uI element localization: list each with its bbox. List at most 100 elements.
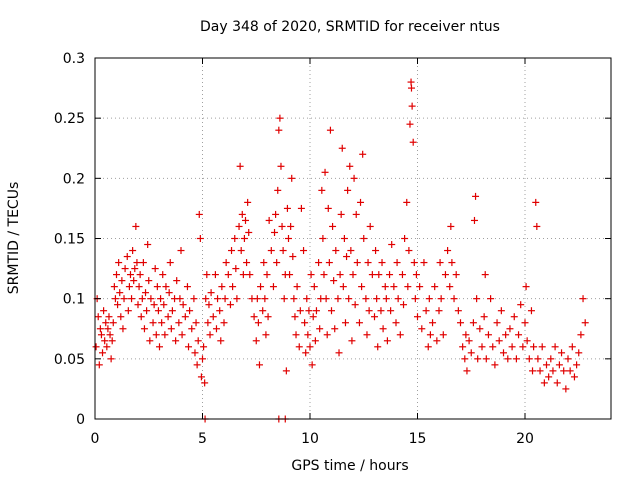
data-point <box>185 343 193 351</box>
data-point <box>120 295 128 303</box>
data-point <box>279 247 287 255</box>
data-point <box>388 241 396 249</box>
data-point <box>239 271 247 279</box>
y-axis-label: SRMTID / TECUs <box>6 182 22 295</box>
data-point <box>328 307 335 315</box>
data-point <box>416 283 424 291</box>
data-point <box>383 337 391 345</box>
data-point <box>105 313 113 321</box>
data-point <box>95 361 103 369</box>
data-point <box>236 162 244 170</box>
data-point <box>150 301 158 309</box>
data-point <box>211 271 219 279</box>
data-point <box>400 301 408 309</box>
y-tick-label: 0.1 <box>63 292 85 308</box>
data-point <box>487 295 495 303</box>
data-point <box>581 319 589 327</box>
data-point <box>293 283 301 291</box>
x-tick-label: 5 <box>198 431 207 447</box>
data-point <box>441 271 449 279</box>
data-point <box>311 337 319 345</box>
data-point <box>297 204 305 212</box>
data-point <box>533 222 541 230</box>
data-point <box>422 307 430 315</box>
data-point <box>344 186 352 194</box>
data-point <box>350 174 358 182</box>
data-point <box>228 247 236 255</box>
data-point <box>472 192 480 200</box>
data-point <box>386 271 394 279</box>
data-point <box>218 283 226 291</box>
data-point <box>278 222 286 230</box>
data-point <box>381 283 389 291</box>
data-point <box>527 307 535 315</box>
data-point <box>244 198 252 206</box>
x-tick-label: 0 <box>91 431 100 447</box>
data-point <box>232 265 240 273</box>
data-point <box>250 313 258 321</box>
data-point <box>137 313 145 321</box>
data-point <box>309 313 317 321</box>
data-point <box>197 373 205 381</box>
data-point <box>290 295 298 303</box>
data-point <box>504 355 512 363</box>
data-point <box>199 355 206 363</box>
data-point <box>387 307 395 315</box>
data-point <box>338 144 346 152</box>
data-point <box>143 307 151 315</box>
data-point <box>410 259 418 267</box>
y-tick-label: 0.25 <box>54 111 85 127</box>
data-point <box>558 349 566 357</box>
data-point <box>457 319 464 327</box>
data-point <box>306 343 314 351</box>
data-point <box>405 247 413 255</box>
data-point <box>393 259 401 267</box>
data-point <box>285 235 292 242</box>
data-point <box>577 331 585 339</box>
data-point <box>447 222 455 230</box>
data-point <box>168 307 176 315</box>
data-point <box>97 331 105 339</box>
data-point <box>326 126 334 134</box>
data-point <box>401 235 409 242</box>
data-point <box>341 319 349 327</box>
data-point <box>543 361 550 369</box>
data-point <box>132 222 140 230</box>
data-point <box>330 277 338 285</box>
data-point <box>240 235 248 242</box>
data-point <box>255 361 263 369</box>
data-point <box>123 253 131 261</box>
data-point <box>467 349 475 357</box>
data-point <box>418 325 426 333</box>
data-point <box>575 349 583 357</box>
data-point <box>115 259 123 267</box>
data-point <box>357 198 365 206</box>
data-point <box>335 349 343 357</box>
data-point <box>337 210 345 218</box>
data-point <box>178 331 186 339</box>
data-point <box>530 343 538 351</box>
x-axis-label: GPS time / hours <box>291 458 408 474</box>
data-point <box>200 343 208 351</box>
data-point <box>201 379 209 387</box>
data-point <box>319 235 327 242</box>
data-point <box>220 319 228 327</box>
data-point <box>162 283 170 291</box>
data-point <box>149 319 157 327</box>
data-point <box>363 331 371 339</box>
data-point <box>135 283 143 291</box>
data-point <box>336 271 344 279</box>
data-point <box>167 325 175 333</box>
data-point <box>280 295 288 303</box>
data-point <box>146 337 154 345</box>
data-point <box>545 373 553 381</box>
data-point <box>246 271 254 279</box>
data-point <box>102 319 110 327</box>
data-point <box>142 289 150 297</box>
data-point <box>409 138 417 146</box>
data-point <box>243 259 251 267</box>
data-point <box>358 283 366 291</box>
data-point <box>459 343 467 351</box>
data-point <box>307 271 315 279</box>
data-point <box>364 259 372 267</box>
